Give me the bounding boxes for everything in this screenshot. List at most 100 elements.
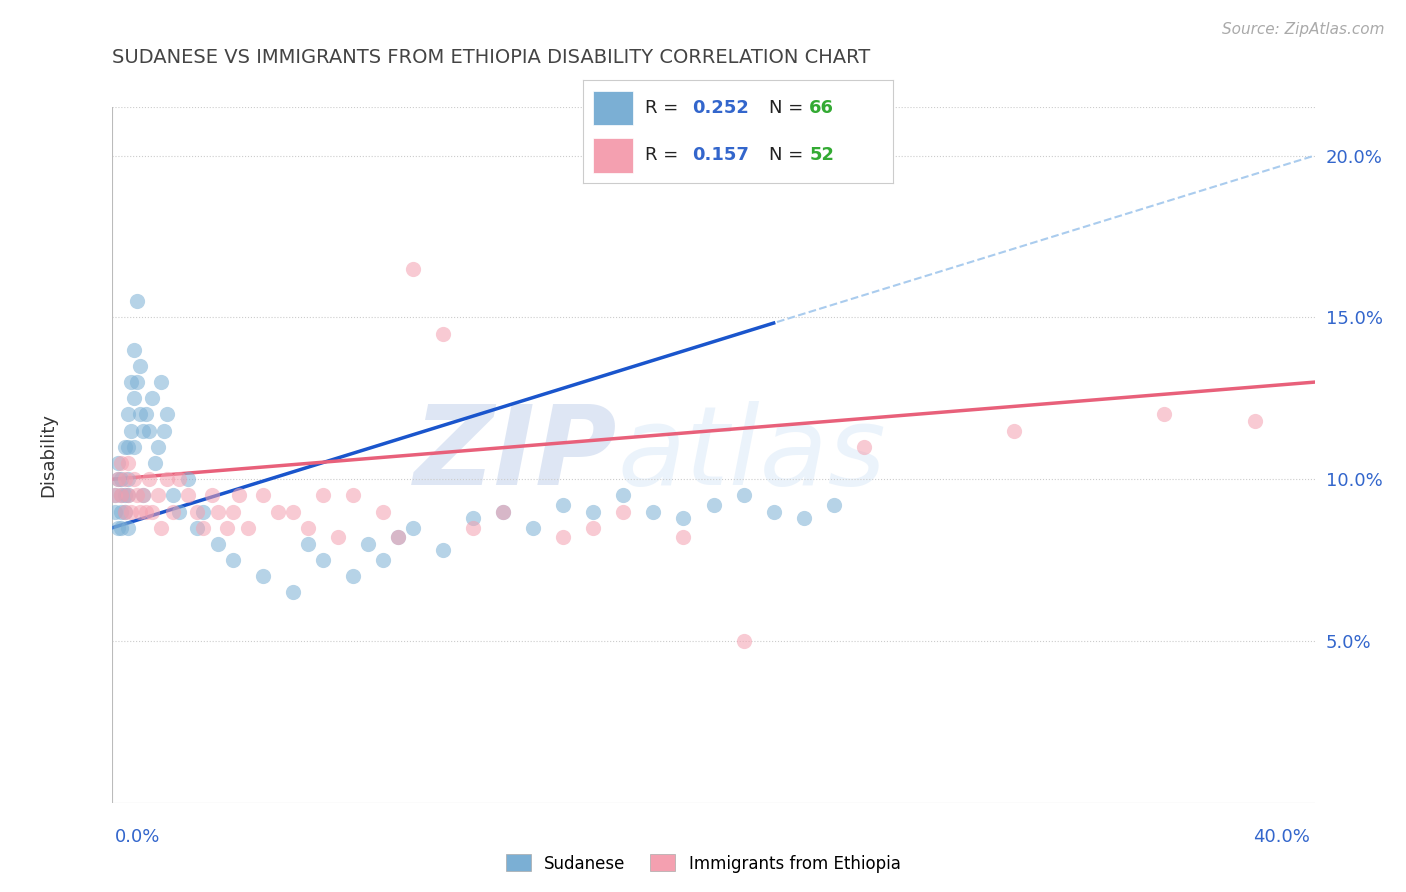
Point bbox=[215, 521, 238, 535]
Point bbox=[582, 521, 605, 535]
Text: 0.0%: 0.0% bbox=[115, 828, 160, 846]
Point bbox=[612, 504, 634, 518]
Point bbox=[135, 504, 157, 518]
Point bbox=[236, 521, 259, 535]
Point bbox=[110, 488, 132, 502]
Point bbox=[125, 294, 148, 309]
Text: N =: N = bbox=[769, 99, 808, 117]
Point bbox=[402, 521, 425, 535]
Point bbox=[672, 511, 695, 525]
Point bbox=[281, 585, 304, 599]
Point bbox=[107, 456, 129, 470]
Point bbox=[138, 424, 160, 438]
Point bbox=[297, 521, 319, 535]
Point bbox=[492, 504, 515, 518]
Point bbox=[191, 521, 214, 535]
Point bbox=[357, 537, 380, 551]
Point bbox=[371, 553, 394, 567]
Point bbox=[120, 375, 142, 389]
Point bbox=[733, 634, 755, 648]
Point bbox=[104, 504, 127, 518]
Point bbox=[143, 456, 166, 470]
Point bbox=[252, 569, 274, 583]
Point bbox=[461, 511, 484, 525]
Point bbox=[643, 504, 665, 518]
Text: 52: 52 bbox=[810, 146, 834, 164]
Text: N =: N = bbox=[769, 146, 808, 164]
Text: 0.157: 0.157 bbox=[692, 146, 748, 164]
Point bbox=[141, 392, 163, 406]
Point bbox=[252, 488, 274, 502]
Point bbox=[131, 488, 153, 502]
Text: SUDANESE VS IMMIGRANTS FROM ETHIOPIA DISABILITY CORRELATION CHART: SUDANESE VS IMMIGRANTS FROM ETHIOPIA DIS… bbox=[112, 48, 870, 67]
Point bbox=[852, 440, 875, 454]
Point bbox=[823, 498, 845, 512]
Point bbox=[128, 359, 150, 373]
Text: R =: R = bbox=[645, 99, 685, 117]
Point bbox=[149, 375, 172, 389]
Point bbox=[762, 504, 785, 518]
Point bbox=[176, 488, 198, 502]
Point bbox=[110, 504, 132, 518]
Point bbox=[371, 504, 394, 518]
Point bbox=[492, 504, 515, 518]
Point bbox=[117, 488, 139, 502]
Point bbox=[312, 488, 335, 502]
Point bbox=[110, 521, 132, 535]
Point bbox=[297, 537, 319, 551]
Point bbox=[733, 488, 755, 502]
Point bbox=[553, 531, 575, 545]
Point bbox=[117, 472, 139, 486]
Point bbox=[107, 472, 129, 486]
Point bbox=[125, 375, 148, 389]
Point bbox=[186, 504, 208, 518]
Point bbox=[122, 440, 145, 454]
Point bbox=[222, 504, 245, 518]
Point bbox=[162, 504, 184, 518]
Point bbox=[131, 424, 153, 438]
Point bbox=[104, 488, 127, 502]
Point bbox=[267, 504, 290, 518]
Text: 40.0%: 40.0% bbox=[1254, 828, 1310, 846]
Point bbox=[110, 472, 132, 486]
Point bbox=[141, 504, 163, 518]
Point bbox=[432, 543, 454, 558]
Point bbox=[432, 326, 454, 341]
Point bbox=[138, 472, 160, 486]
Point bbox=[146, 488, 169, 502]
Text: R =: R = bbox=[645, 146, 685, 164]
Point bbox=[120, 424, 142, 438]
Point bbox=[167, 472, 190, 486]
Point bbox=[155, 472, 177, 486]
Point bbox=[207, 504, 229, 518]
Legend: Sudanese, Immigrants from Ethiopia: Sudanese, Immigrants from Ethiopia bbox=[499, 847, 907, 880]
Point bbox=[793, 511, 815, 525]
Point bbox=[461, 521, 484, 535]
Y-axis label: Disability: Disability bbox=[39, 413, 56, 497]
Text: Source: ZipAtlas.com: Source: ZipAtlas.com bbox=[1222, 22, 1385, 37]
Point bbox=[582, 504, 605, 518]
Point bbox=[110, 456, 132, 470]
Point bbox=[128, 408, 150, 422]
Text: atlas: atlas bbox=[617, 401, 886, 508]
Point bbox=[1243, 414, 1265, 428]
Point bbox=[228, 488, 250, 502]
Point bbox=[176, 472, 198, 486]
Point bbox=[107, 521, 129, 535]
Point bbox=[1153, 408, 1175, 422]
Point bbox=[1002, 424, 1025, 438]
Point bbox=[553, 498, 575, 512]
Point bbox=[281, 504, 304, 518]
Point bbox=[342, 569, 364, 583]
Point bbox=[131, 488, 153, 502]
Point bbox=[110, 488, 132, 502]
Point bbox=[702, 498, 725, 512]
Point bbox=[152, 424, 174, 438]
Bar bbox=[593, 91, 633, 126]
Point bbox=[387, 531, 409, 545]
Point bbox=[201, 488, 224, 502]
Point bbox=[191, 504, 214, 518]
Point bbox=[122, 392, 145, 406]
Point bbox=[117, 456, 139, 470]
Point bbox=[104, 488, 127, 502]
